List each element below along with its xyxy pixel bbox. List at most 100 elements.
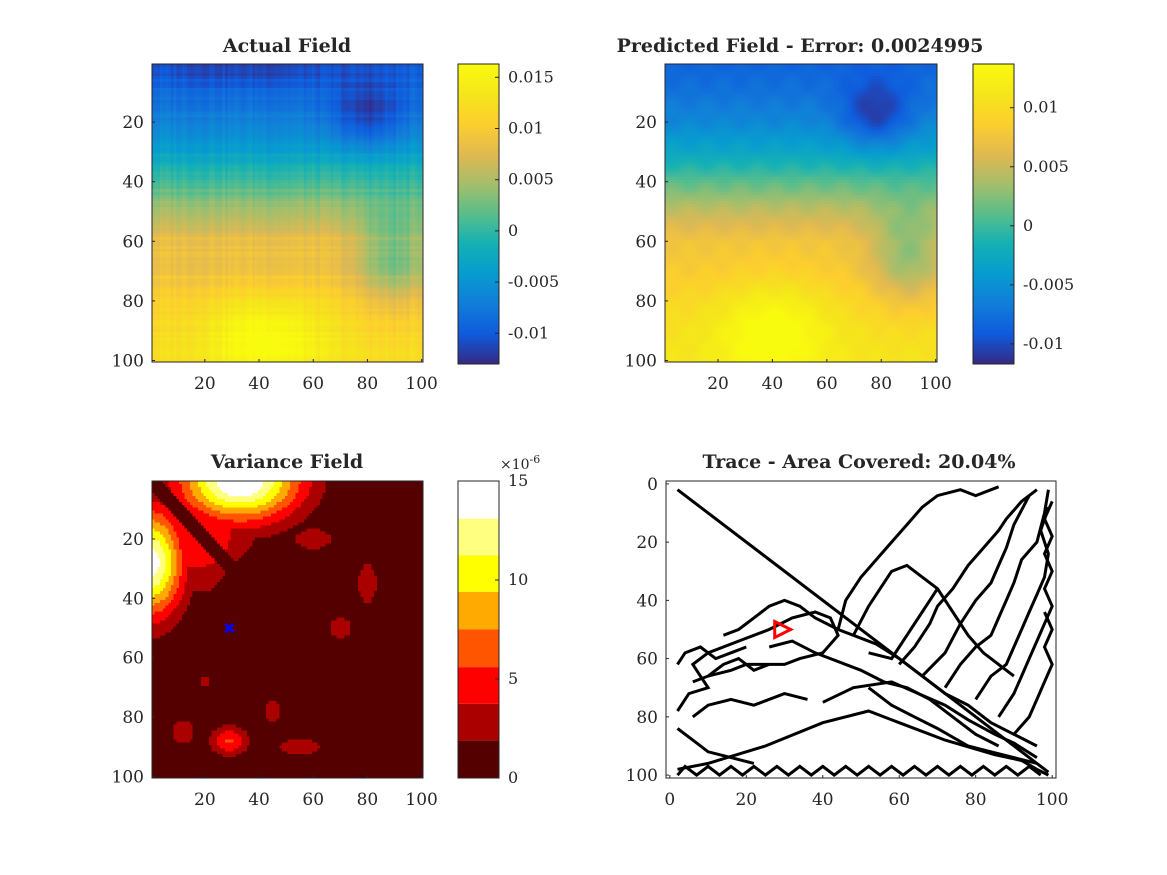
trace-path — [921, 494, 1031, 678]
y-tick-label: 20 — [122, 113, 144, 133]
y-tick-label: 20 — [635, 113, 657, 133]
axis-ticks-actual: 20 40 60 80 100 20 40 60 80 100 — [112, 113, 438, 394]
x-tick-label: 80 — [965, 790, 987, 810]
x-tick-label: 0 — [664, 790, 675, 810]
position-marker — [224, 622, 235, 634]
y-tick-label: 40 — [122, 589, 144, 609]
agent-marker — [773, 619, 795, 640]
heatmap-image — [665, 64, 937, 362]
title-actual: Actual Field — [222, 35, 351, 57]
axes-box — [665, 480, 1057, 779]
axis-ticks-variance: 20 40 60 80 100 20 40 60 80 100 — [112, 530, 438, 810]
x-tick-label: 80 — [357, 374, 379, 394]
x-tick-label: 100 — [1036, 790, 1068, 810]
heatmap-variance — [151, 480, 424, 779]
y-tick-label: 100 — [625, 352, 657, 372]
colorbar-box — [457, 63, 500, 365]
trace-path — [836, 485, 1000, 630]
colorbar-band — [458, 518, 499, 556]
trace-path — [943, 489, 1050, 689]
colorbar-exponent: ×10-6 — [500, 453, 540, 473]
axes-box — [151, 480, 424, 779]
trace-path — [974, 506, 1050, 701]
colorbar-gradient — [458, 64, 499, 364]
y-tick-label: 100 — [112, 352, 144, 372]
trace-path — [867, 686, 1038, 765]
colorbar-band — [458, 629, 499, 668]
x-tick-label: 40 — [812, 790, 834, 810]
heatmap-image — [152, 481, 423, 778]
x-tick-label: 100 — [405, 790, 437, 810]
x-tick-label: 100 — [919, 374, 951, 394]
colorbar-tick-label: 10 — [508, 570, 528, 589]
trace-path — [676, 645, 747, 666]
colorbar-band — [458, 740, 499, 778]
y-tick-label: 60 — [122, 232, 144, 252]
trace-path — [997, 500, 1054, 718]
y-tick-label: 40 — [636, 591, 658, 611]
y-tick-label: 100 — [626, 766, 658, 786]
colorbar-tick-label: 0 — [1023, 216, 1033, 235]
x-tick-label: 60 — [302, 790, 324, 810]
panel-trace: Trace - Area Covered: 20.04% 0 20 40 60 80 10… — [626, 451, 1069, 810]
x-tick-label: 80 — [357, 790, 379, 810]
colorbar-tick-label: 5 — [508, 669, 518, 688]
x-tick-label: 80 — [870, 374, 892, 394]
title-predicted: Predicted Field - Error: 0.0024995 — [617, 35, 984, 57]
title-variance: Variance Field — [210, 451, 363, 473]
x-tick-label: 60 — [816, 374, 838, 394]
colorbar-predicted: -0.01 -0.005 0 0.005 0.01 — [972, 63, 1074, 365]
colorbar-actual: -0.01 -0.005 0 0.005 0.01 0.015 — [457, 63, 559, 365]
y-tick-label: 80 — [635, 292, 657, 312]
colorbar-band — [458, 703, 499, 741]
y-tick-label: 60 — [122, 649, 144, 669]
colorbar-box — [972, 63, 1015, 365]
axes-box — [664, 63, 938, 363]
x-tick-label: 100 — [405, 374, 437, 394]
x-tick-label: 60 — [888, 790, 910, 810]
y-tick-label: 80 — [122, 708, 144, 728]
heatmap-image — [152, 64, 423, 362]
colorbar-tick-label: 0.005 — [508, 170, 554, 189]
colorbar-tick-label: 0 — [508, 768, 518, 787]
colorbar-tick-label: 0 — [508, 221, 518, 240]
colorbar-tick-label: 0.01 — [1023, 98, 1059, 117]
title-trace: Trace - Area Covered: 20.04% — [702, 451, 1015, 473]
trace-plot — [665, 480, 1057, 779]
trace-path — [676, 727, 755, 765]
y-tick-label: 100 — [112, 768, 144, 788]
y-tick-label: 80 — [636, 708, 658, 728]
trace-path — [691, 692, 808, 719]
trace-path — [852, 563, 1015, 678]
x-tick-label: 20 — [707, 374, 729, 394]
panel-variance-field: Variance Field 20 40 60 80 100 20 40 60 80 100 0 5… — [112, 451, 541, 810]
axis-ticks-trace: 0 20 40 60 80 100 0 20 40 60 80 100 — [626, 475, 1069, 810]
y-tick-label: 60 — [636, 650, 658, 670]
colorbar-tick-label: -0.005 — [508, 272, 559, 291]
x-tick-label: 40 — [248, 374, 270, 394]
colorbar-tick-label: 0.01 — [508, 119, 544, 138]
trace-path — [692, 656, 770, 684]
colorbar-tick-label: -0.01 — [1023, 334, 1064, 353]
colorbar-box — [457, 480, 500, 779]
y-tick-label: 20 — [636, 533, 658, 553]
x-tick-label: 40 — [762, 374, 784, 394]
colorbar-variance: 0 5 10 15×10-6 — [457, 453, 540, 787]
panel-predicted-field: Predicted Field - Error: 0.0024995 20 40 6… — [617, 35, 1075, 394]
panel-actual-field: Actual Field 20 40 60 80 100 20 40 60 80 100 -0.0… — [112, 35, 560, 394]
y-tick-label: 40 — [635, 173, 657, 193]
x-tick-label: 20 — [194, 374, 216, 394]
trace-path — [676, 488, 1050, 774]
y-tick-label: 60 — [635, 232, 657, 252]
colorbar-tick-label: 0.015 — [508, 67, 554, 86]
colorbar-band — [458, 667, 499, 704]
y-tick-label: 80 — [122, 292, 144, 312]
colorbar-band — [458, 481, 499, 519]
heatmap-predicted — [664, 63, 938, 363]
x-tick-label: 20 — [735, 790, 757, 810]
colorbar-band — [458, 591, 499, 630]
axes-box — [151, 63, 424, 363]
y-tick-label: 40 — [122, 173, 144, 193]
colorbar-tick-label: -0.005 — [1023, 275, 1074, 294]
